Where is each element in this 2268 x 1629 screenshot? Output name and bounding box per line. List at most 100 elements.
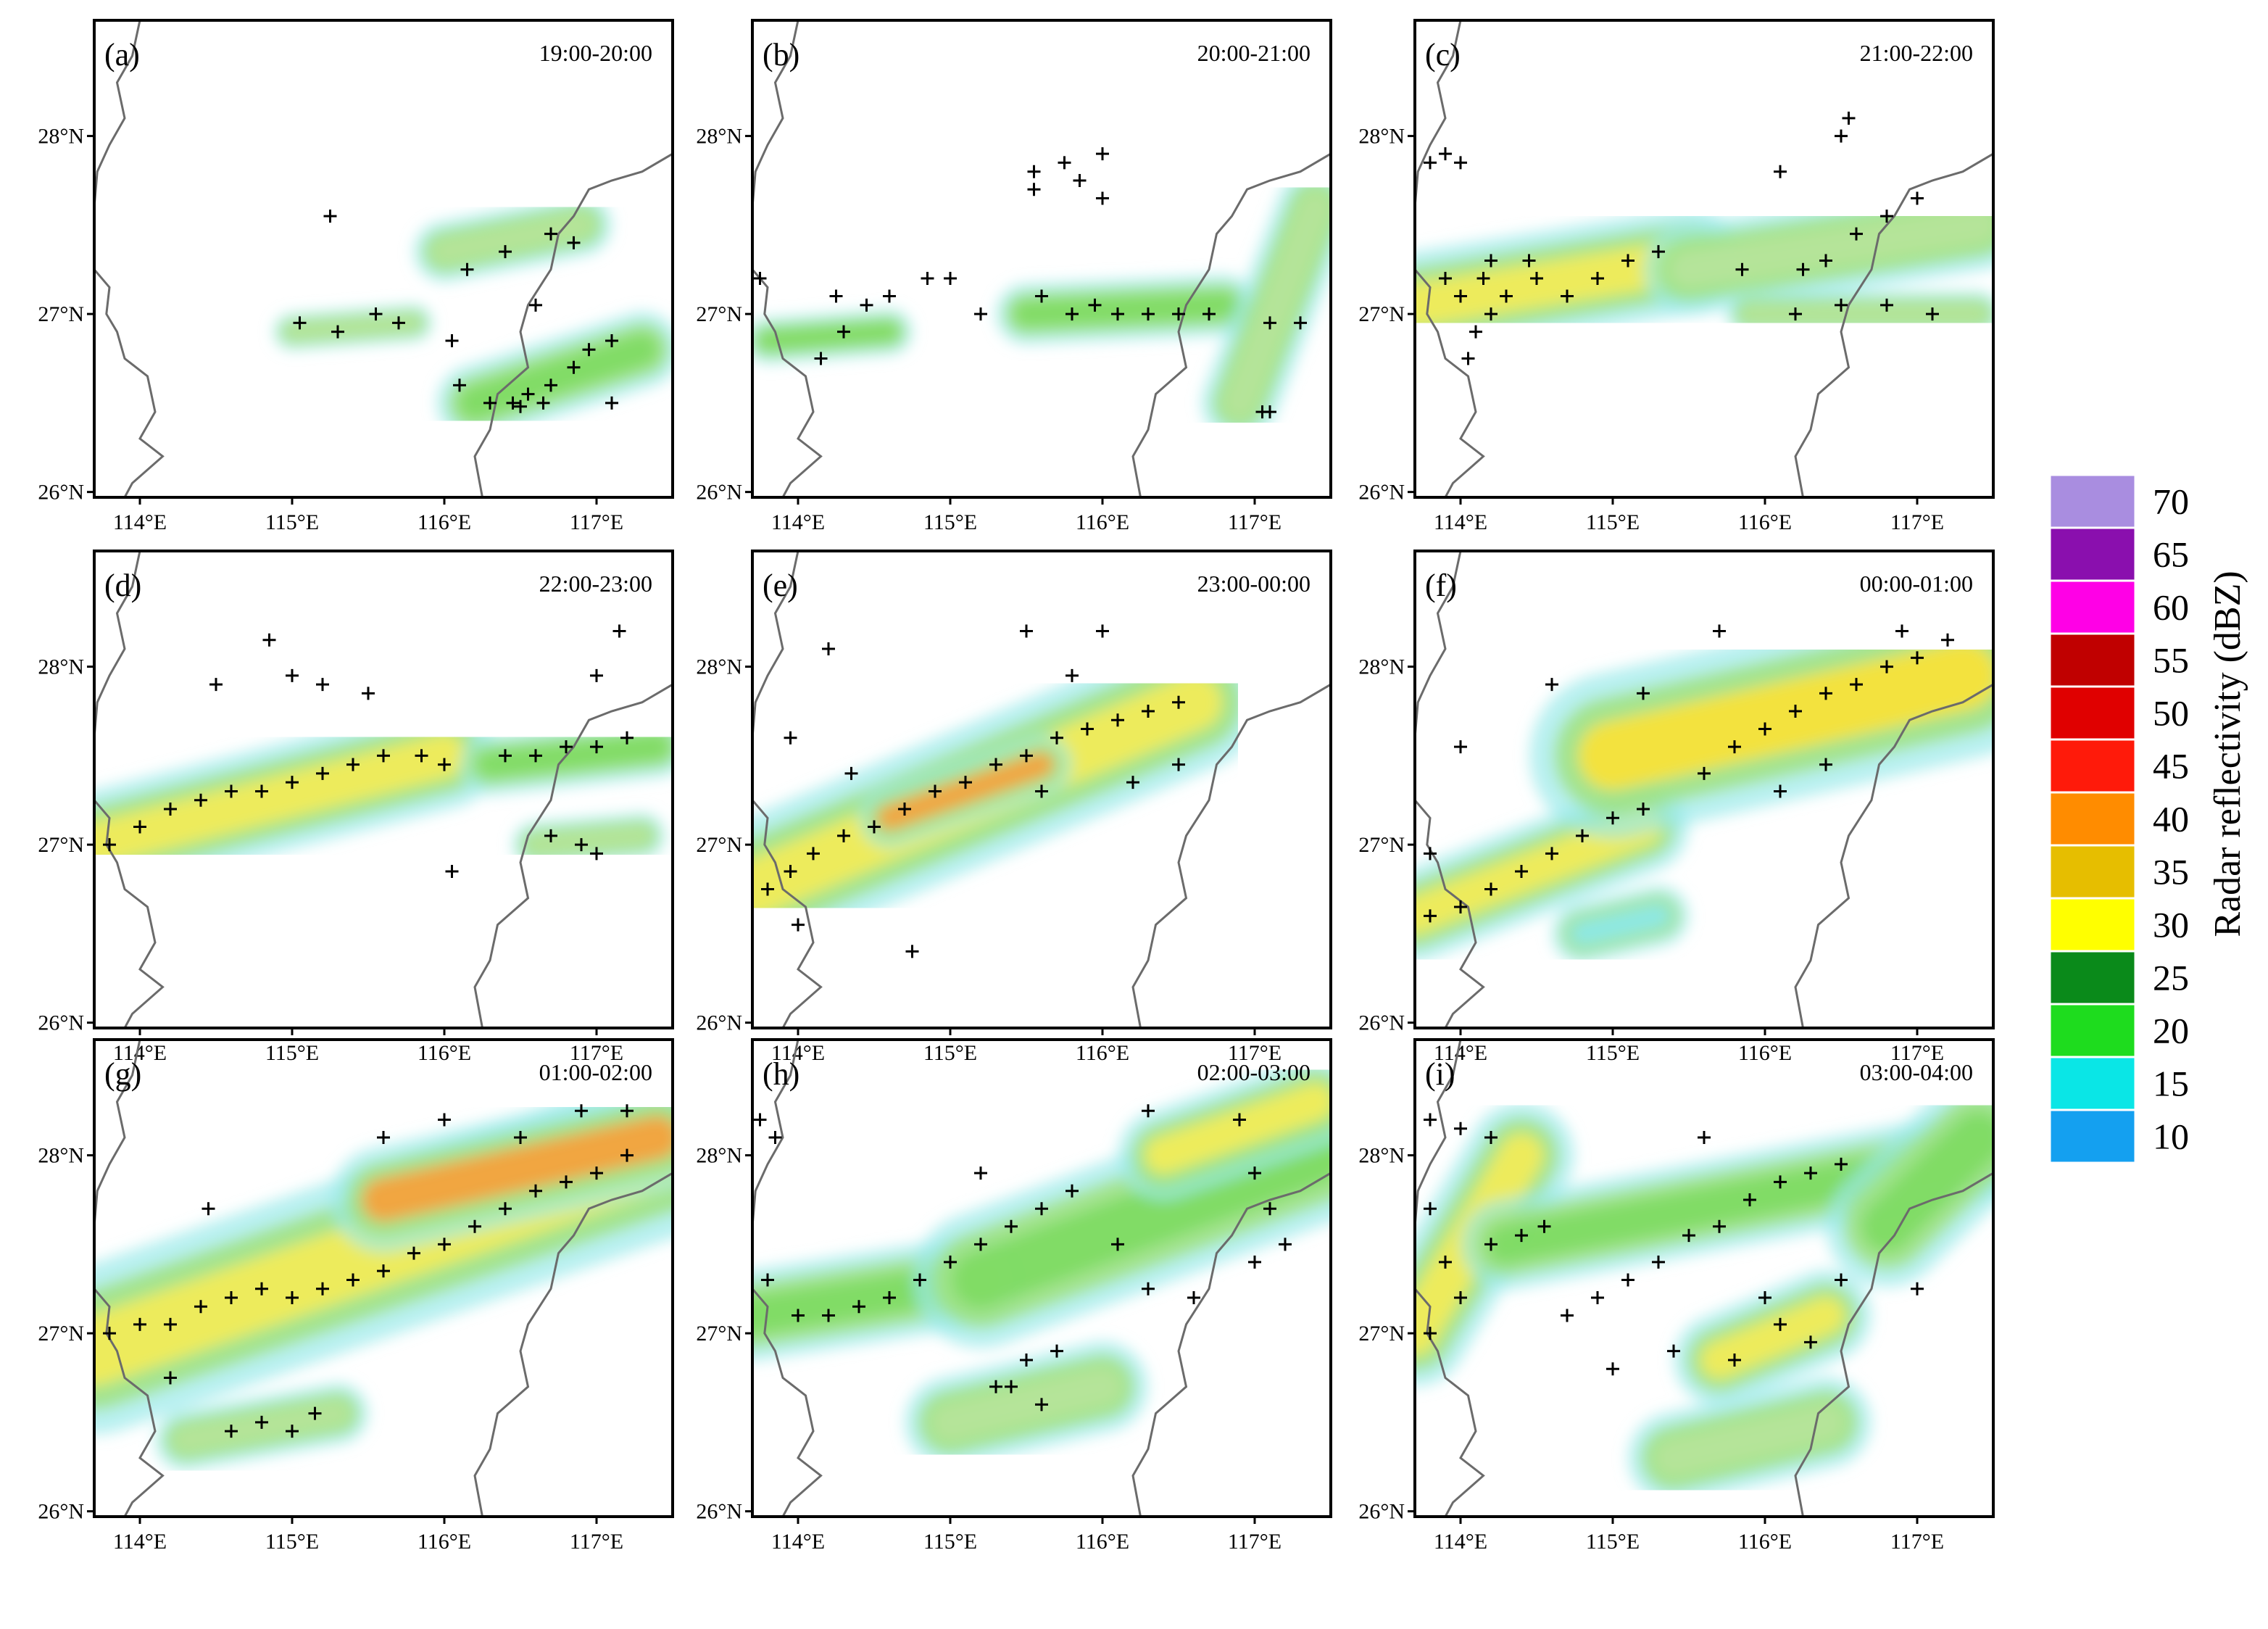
- lightning-flash-marker: [753, 272, 767, 286]
- lightning-flash-marker: [1096, 191, 1109, 205]
- lightning-flash-marker: [194, 793, 207, 807]
- lightning-flash-marker: [1439, 1255, 1452, 1269]
- lightning-flash-marker: [499, 245, 512, 259]
- y-tick-label: 26°N: [38, 1011, 84, 1035]
- lightning-flash-marker: [164, 803, 177, 816]
- lightning-flash-marker: [868, 820, 881, 834]
- colorbar-label: 60: [2153, 587, 2189, 628]
- lightning-flashes: [293, 210, 618, 413]
- panel-frame: [93, 19, 674, 499]
- x-tick-label: 116°E: [1076, 1530, 1129, 1554]
- x-tick-label: 114°E: [771, 1041, 825, 1065]
- map-panel: 114°E 115°E 116°E 117°E 26°N 27°N 28°N (i) 03:00…: [1358, 1038, 1995, 1554]
- lightning-flash-marker: [255, 784, 268, 798]
- lightning-flash-marker: [1484, 882, 1498, 896]
- reflectivity-core: [1861, 1112, 1993, 1252]
- lightning-flash-marker: [286, 668, 299, 682]
- lightning-flash-marker: [605, 333, 618, 347]
- lightning-flash-marker: [308, 1406, 322, 1420]
- panel-time-range: 03:00-04:00: [1860, 1059, 1973, 1085]
- lightning-flash-marker: [1484, 1131, 1498, 1145]
- x-tick-label: 114°E: [771, 510, 825, 534]
- lightning-flash-marker: [1652, 245, 1665, 259]
- colorbar-label: 55: [2153, 640, 2189, 681]
- y-tick-label: 28°N: [696, 1144, 742, 1168]
- lightning-flash-marker: [1545, 847, 1558, 861]
- lightning-flash-marker: [974, 307, 987, 321]
- lightning-flash-marker: [1515, 1229, 1528, 1243]
- lightning-flash-marker: [1424, 909, 1437, 923]
- lightning-flash-marker: [944, 1255, 957, 1269]
- colorbar-swatch: [2048, 791, 2137, 847]
- reflectivity-core: [1670, 206, 1993, 289]
- lightning-flash-marker: [590, 1166, 603, 1180]
- lightning-flash-marker: [460, 262, 474, 276]
- province-border: [473, 1172, 673, 1517]
- x-tick-label: 114°E: [113, 510, 167, 534]
- lightning-flash-marker: [989, 758, 1002, 771]
- lightning-flash-marker: [768, 1131, 782, 1145]
- reflectivity-field: [752, 634, 1262, 958]
- x-tick-label: 114°E: [113, 1041, 167, 1065]
- lightning-flash-marker: [1020, 749, 1033, 763]
- lightning-flash-marker: [1926, 307, 1939, 321]
- panel-time-range: 00:00-01:00: [1860, 571, 1973, 597]
- colorbar-legend: 70 65 60 55 50 45 40 35 30 25 20 15 10 Radar reflect…: [2048, 473, 2248, 1164]
- lightning-flash-marker: [1789, 704, 1802, 718]
- x-tick-label: 114°E: [771, 1530, 825, 1554]
- lightning-flash-marker: [468, 1219, 481, 1233]
- lightning-flash-marker: [612, 624, 626, 638]
- lightning-flash-marker: [929, 784, 942, 798]
- lightning-flash-marker: [1279, 1238, 1292, 1251]
- colorbar-swatch: [2048, 1003, 2137, 1058]
- reflectivity-core: [284, 315, 422, 339]
- y-tick-label: 27°N: [696, 1322, 742, 1346]
- lightning-flash-marker: [1698, 766, 1711, 780]
- lightning-flash-marker: [1469, 325, 1482, 339]
- x-tick-label: 117°E: [1890, 1530, 1944, 1554]
- lightning-flash-marker: [1050, 1344, 1063, 1358]
- lightning-flash-marker: [792, 1309, 805, 1322]
- province-border: [752, 20, 799, 207]
- y-tick-label: 28°N: [38, 1144, 84, 1168]
- lightning-flash-marker: [1819, 687, 1832, 700]
- panel-frame: [751, 19, 1332, 499]
- lightning-flash-marker: [1606, 1362, 1619, 1376]
- x-tick-label: 115°E: [923, 510, 977, 534]
- lightning-flash-marker: [1713, 1219, 1726, 1233]
- colorbar-label: 70: [2153, 481, 2189, 522]
- lightning-flash-marker: [1835, 298, 1848, 312]
- lightning-flash-marker: [1111, 713, 1124, 727]
- lightning-flash-marker: [1637, 687, 1650, 700]
- panel-letter: (i): [1425, 1056, 1455, 1092]
- lightning-flash-marker: [1248, 1255, 1261, 1269]
- lightning-flash-marker: [362, 687, 375, 700]
- lightning-flash-marker: [1561, 289, 1574, 303]
- lightning-flash-marker: [1591, 1291, 1604, 1305]
- panel-frame: [1413, 19, 1995, 499]
- lightning-flash-marker: [1439, 147, 1452, 161]
- map-area: [94, 1040, 673, 1517]
- y-tick-label: 28°N: [1358, 1144, 1405, 1168]
- lightning-flash-marker: [1500, 289, 1513, 303]
- province-border: [94, 20, 141, 207]
- lightning-flash-marker: [1035, 1202, 1048, 1216]
- lightning-flash-marker: [913, 1273, 926, 1287]
- colorbar-label: 65: [2153, 534, 2189, 575]
- lightning-flash-marker: [514, 1131, 527, 1145]
- lightning-flash-marker: [438, 1113, 451, 1127]
- lightning-flash-marker: [582, 343, 596, 357]
- lightning-flash-marker: [1005, 1380, 1018, 1393]
- x-tick-label: 115°E: [265, 1041, 319, 1065]
- y-tick-label: 26°N: [1358, 1500, 1405, 1524]
- lightning-flash-marker: [1081, 722, 1094, 736]
- lightning-flash-marker: [1835, 129, 1848, 143]
- lightning-flash-marker: [514, 399, 527, 413]
- colorbar-swatch: [2048, 844, 2137, 900]
- reflectivity-core: [431, 212, 594, 265]
- x-tick-label: 117°E: [1228, 1530, 1282, 1554]
- y-tick-label: 28°N: [38, 125, 84, 149]
- lightning-flash-marker: [1035, 1398, 1048, 1412]
- lightning-flash-marker: [1454, 289, 1467, 303]
